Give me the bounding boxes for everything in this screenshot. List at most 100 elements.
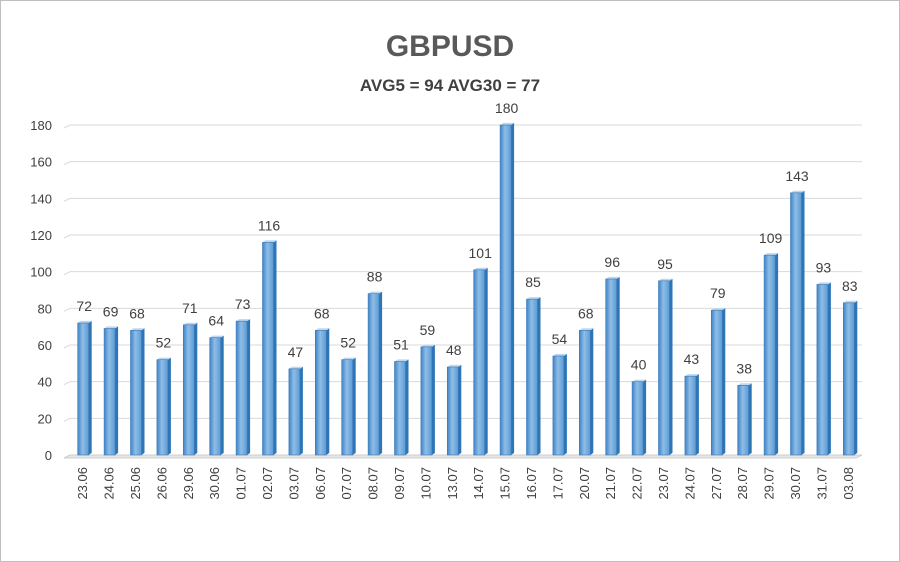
bar-side [801, 190, 805, 455]
x-tick-label: 22.07 [630, 467, 645, 500]
data-label: 72 [76, 298, 92, 314]
bar [816, 282, 831, 456]
bar-front [420, 346, 433, 456]
x-tick-label: 07.07 [339, 467, 354, 500]
bar-front [631, 381, 644, 456]
data-label: 64 [208, 313, 224, 329]
data-label: 101 [469, 245, 493, 261]
data-label: 109 [759, 230, 783, 246]
bar-front [552, 355, 565, 456]
bar-top [605, 276, 620, 279]
bar-front [314, 330, 327, 456]
y-tick-label: 180 [30, 118, 52, 133]
bar-front [737, 385, 750, 456]
bar-side [827, 282, 831, 455]
gridline-depth [63, 234, 71, 239]
x-tick-label: 27.07 [709, 467, 724, 500]
bar [605, 276, 620, 456]
bar-side [775, 253, 779, 455]
bar [235, 319, 251, 456]
data-label: 79 [710, 285, 726, 301]
bar-top [209, 335, 224, 338]
bar [314, 328, 330, 456]
bar-top [658, 278, 673, 281]
bar-top [500, 122, 515, 125]
bar [103, 326, 119, 456]
bar-side [431, 344, 435, 455]
bar-front [526, 298, 538, 456]
x-tick-label: 21.07 [603, 467, 618, 500]
bar-side [458, 364, 462, 455]
data-label: 93 [816, 260, 832, 276]
data-label: 88 [367, 269, 383, 285]
x-tick-label: 16.07 [524, 467, 539, 500]
x-tick-label: 17.07 [550, 467, 565, 500]
bar-front [262, 242, 274, 456]
bar-front [446, 366, 459, 456]
gridlines [63, 124, 863, 459]
bar [790, 190, 805, 456]
bar [341, 357, 356, 456]
bar [367, 291, 383, 456]
bar-side [220, 335, 224, 455]
bar-side [748, 383, 752, 455]
data-label: 73 [235, 296, 251, 312]
bar [183, 322, 198, 456]
bar [842, 300, 858, 456]
bar [684, 374, 699, 456]
data-label: 69 [103, 304, 119, 320]
bar [288, 366, 303, 456]
bar-top [552, 353, 567, 356]
bar [156, 357, 171, 456]
bar-front [156, 359, 169, 456]
bar-top [77, 320, 92, 323]
x-tick-label: 30.06 [207, 467, 222, 500]
x-tick-label: 29.07 [762, 467, 777, 500]
bar-side [299, 366, 303, 455]
bar [394, 359, 409, 456]
bar-top [579, 328, 594, 331]
chart-floor [63, 454, 863, 459]
bar-side [167, 357, 171, 455]
bar-top [262, 240, 277, 243]
x-tick-label: 10.07 [418, 467, 433, 500]
bar [763, 253, 779, 456]
bar-side [722, 308, 726, 455]
x-tick-label: 03.08 [841, 467, 856, 500]
bar-side [115, 326, 119, 455]
y-tick-label: 160 [30, 155, 52, 170]
bar [420, 344, 435, 456]
y-tick-label: 140 [30, 191, 52, 206]
gridline-depth [63, 344, 71, 349]
x-tick-label: 02.07 [260, 467, 275, 500]
data-label: 68 [578, 305, 594, 321]
x-tick-label: 24.07 [682, 467, 697, 500]
bar [262, 240, 277, 456]
bar-front [710, 309, 723, 456]
bar-side [326, 328, 330, 455]
data-label: 68 [129, 305, 145, 321]
bar-top [684, 374, 699, 377]
bar [578, 328, 594, 456]
bar-top [236, 319, 251, 322]
bar-front [763, 254, 776, 456]
bar-top [368, 291, 383, 294]
bar-top [420, 344, 435, 347]
gridline-depth [63, 381, 71, 386]
gridline-depth [63, 271, 71, 276]
bar-top [843, 300, 858, 303]
x-tick-label: 03.07 [286, 467, 301, 500]
bar-side [247, 319, 251, 455]
bar-side [379, 291, 383, 455]
bar-front [341, 359, 354, 456]
bar [130, 328, 145, 456]
y-tick-label: 0 [45, 448, 52, 463]
gridline-depth [63, 161, 71, 166]
bar-top [315, 328, 330, 331]
data-label: 43 [684, 351, 700, 367]
bar-top [104, 326, 119, 329]
bar-front [394, 361, 406, 456]
x-tick-label: 08.07 [366, 467, 381, 500]
bar-side [854, 300, 858, 455]
bar-top [447, 364, 462, 367]
